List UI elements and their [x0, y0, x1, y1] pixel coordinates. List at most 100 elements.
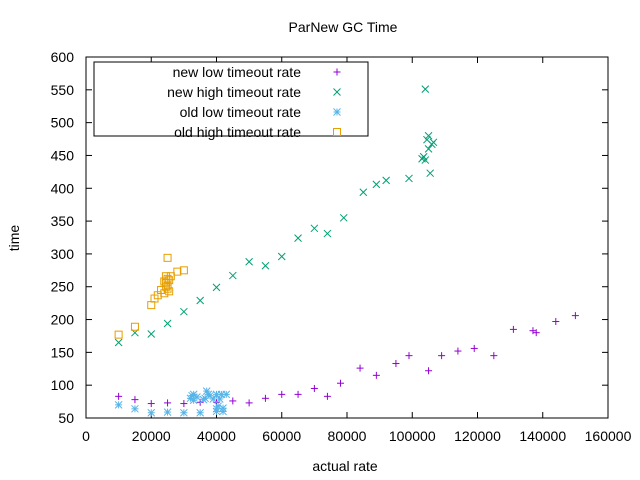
data-point — [114, 338, 123, 347]
data-marks — [114, 85, 579, 417]
data-point — [164, 399, 172, 407]
data-point — [180, 400, 188, 408]
y-tick-label: 450 — [51, 147, 75, 163]
data-point — [372, 180, 381, 189]
data-point — [114, 401, 123, 409]
data-point — [261, 394, 269, 402]
data-point — [509, 325, 517, 333]
x-axis-label: actual rate — [312, 458, 378, 474]
y-tick-label: 200 — [51, 312, 75, 328]
data-point — [147, 330, 156, 338]
y-tick-label: 600 — [51, 49, 75, 65]
data-point — [222, 390, 231, 399]
data-point — [229, 397, 237, 405]
data-point — [294, 234, 302, 243]
y-tick-label: 350 — [51, 213, 75, 229]
data-point — [425, 367, 433, 375]
data-point — [294, 390, 302, 398]
x-tick-label: 100000 — [389, 428, 436, 444]
y-tick-label: 400 — [51, 180, 75, 196]
data-point — [131, 404, 139, 413]
legend-marker — [333, 108, 341, 116]
chart-title: ParNew GC Time — [289, 19, 398, 35]
data-point — [147, 408, 156, 417]
x-tick-label: 60000 — [262, 428, 301, 444]
data-point — [163, 253, 172, 262]
data-point — [323, 392, 331, 400]
data-point — [212, 404, 221, 413]
data-point — [180, 307, 188, 316]
y-tick-label: 300 — [51, 246, 75, 262]
data-point — [196, 296, 205, 305]
legend-label: new low timeout rate — [173, 64, 302, 80]
data-point — [372, 371, 380, 379]
y-axis-label: time — [6, 225, 22, 252]
data-point — [130, 322, 139, 331]
data-point — [571, 312, 579, 320]
data-point — [356, 364, 364, 372]
data-point — [336, 379, 344, 387]
data-point — [405, 352, 413, 360]
data-point — [392, 360, 400, 368]
data-point — [161, 272, 170, 281]
series-old-high-timeout-rate — [114, 253, 188, 339]
axis-ticks: 0 20000 40000 60000 80000 100000 120000 140000 1… — [51, 49, 632, 444]
y-tick-label: 50 — [58, 410, 74, 426]
data-point — [429, 138, 438, 147]
y-tick-label: 100 — [51, 377, 75, 393]
y-tick-label: 250 — [51, 279, 75, 295]
data-point — [490, 352, 498, 360]
x-tick-label: 160000 — [585, 428, 632, 444]
data-point — [245, 257, 253, 266]
x-tick-label: 20000 — [132, 428, 171, 444]
data-point — [214, 402, 222, 411]
legend-marker — [333, 128, 341, 136]
data-point — [147, 400, 155, 408]
data-point — [424, 145, 433, 153]
data-point — [160, 277, 169, 286]
series-old-low-timeout-rate — [114, 387, 231, 417]
data-point — [470, 344, 478, 352]
x-tick-label: 40000 — [197, 428, 236, 444]
data-point — [179, 266, 188, 275]
data-point — [209, 395, 218, 403]
data-point — [339, 213, 348, 222]
data-point — [359, 188, 368, 197]
data-point — [382, 176, 391, 185]
data-point — [193, 393, 201, 401]
data-point — [165, 287, 174, 296]
data-point — [278, 390, 286, 398]
plot-border — [85, 56, 609, 419]
data-point — [421, 156, 430, 164]
legend-label: old low timeout rate — [180, 104, 302, 120]
y-tick-label: 550 — [51, 82, 75, 98]
data-point — [131, 396, 139, 404]
data-point — [212, 283, 221, 292]
data-point — [323, 229, 332, 238]
data-point — [166, 272, 175, 281]
data-point — [424, 131, 433, 140]
data-point — [245, 399, 253, 407]
series-new-high-timeout-rate — [114, 85, 438, 347]
data-point — [405, 174, 413, 183]
data-point — [277, 252, 286, 261]
data-point — [180, 408, 188, 417]
y-tick-label: 150 — [51, 344, 75, 360]
legend: new low timeout rate new high timeout rat… — [93, 61, 369, 140]
data-point — [426, 169, 435, 178]
data-point — [115, 392, 123, 400]
legend-box — [93, 61, 369, 137]
data-point — [438, 352, 446, 360]
x-tick-label: 0 — [82, 428, 90, 444]
legend-label: old high timeout rate — [174, 124, 301, 140]
legend-marker — [333, 88, 341, 96]
series-new-low-timeout-rate — [115, 312, 579, 408]
data-point — [552, 318, 560, 326]
data-point — [454, 347, 462, 355]
x-tick-label: 80000 — [328, 428, 367, 444]
data-point — [421, 85, 430, 94]
data-point — [532, 329, 540, 337]
data-point — [310, 224, 319, 233]
data-point — [228, 271, 237, 280]
